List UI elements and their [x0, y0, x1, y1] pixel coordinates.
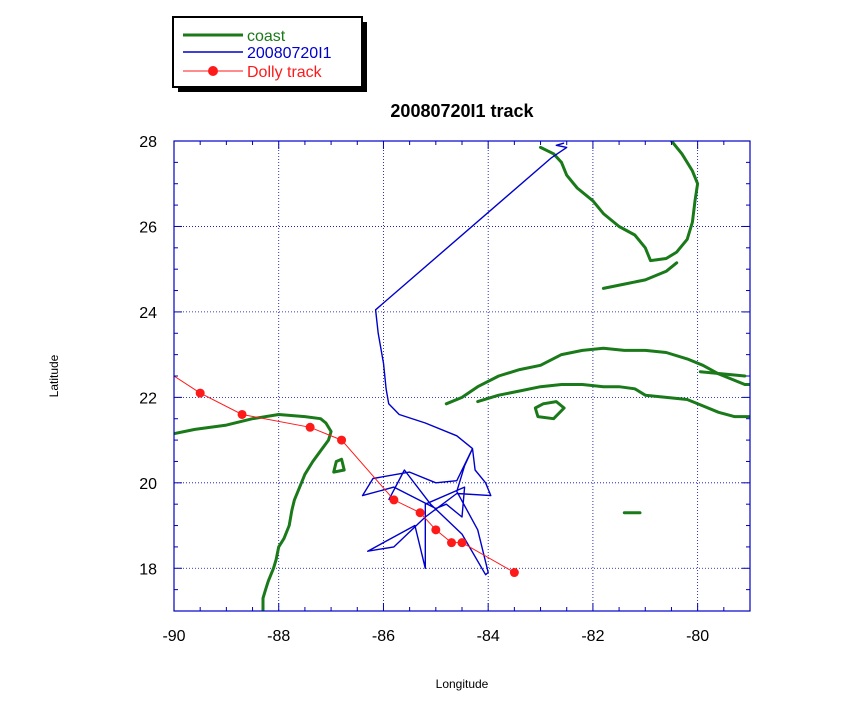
- storm-track-point: [447, 538, 457, 548]
- y-tick-label: 24: [139, 305, 157, 322]
- y-tick-label: 20: [139, 476, 157, 493]
- storm-track-point: [337, 435, 347, 445]
- legend-marker-storm: [208, 66, 218, 76]
- coast-line: [698, 370, 747, 378]
- storm-track-point: [457, 538, 467, 548]
- coast-line: [533, 400, 566, 421]
- coast-line: [174, 413, 333, 611]
- legend-label-flight: 20080720I1: [247, 45, 332, 62]
- coast-line: [332, 457, 346, 474]
- tick-labels: -90 -88 -86 -84 -82 -80 18 20 22 24 26 28: [139, 134, 709, 645]
- storm-track-point: [509, 568, 519, 578]
- coast-line: [476, 383, 750, 419]
- y-tick-label: 18: [139, 561, 157, 578]
- legend: coast 20080720I1 Dolly track: [172, 16, 367, 92]
- x-tick-label: -82: [581, 628, 604, 645]
- coast-line: [444, 346, 750, 406]
- x-tick-label: -86: [372, 628, 395, 645]
- x-axis-title: Longitude: [436, 677, 489, 691]
- storm-track-point: [431, 525, 441, 535]
- x-tick-label: -90: [162, 628, 185, 645]
- y-axis-title: Latitude: [47, 354, 61, 397]
- y-tick-label: 26: [139, 219, 157, 236]
- storm-track-point: [305, 422, 315, 432]
- storm-track-point: [237, 409, 247, 419]
- markers-layer: [195, 388, 519, 578]
- chart-title: 20080720I1 track: [390, 101, 534, 121]
- ticks: [173, 140, 751, 612]
- legend-label-coast: coast: [247, 28, 286, 45]
- legend-label-storm: Dolly track: [247, 64, 323, 81]
- y-tick-label: 22: [139, 390, 157, 407]
- x-tick-label: -84: [477, 628, 500, 645]
- coast-line: [601, 261, 679, 290]
- y-tick-label: 28: [139, 134, 157, 151]
- storm-track-point: [195, 388, 205, 398]
- x-tick-label: -80: [686, 628, 709, 645]
- x-tick-label: -88: [267, 628, 290, 645]
- storm-track-point: [389, 495, 399, 505]
- coast-line: [539, 141, 700, 263]
- flight-track-line: [361, 142, 568, 576]
- storm-track-point: [415, 508, 425, 518]
